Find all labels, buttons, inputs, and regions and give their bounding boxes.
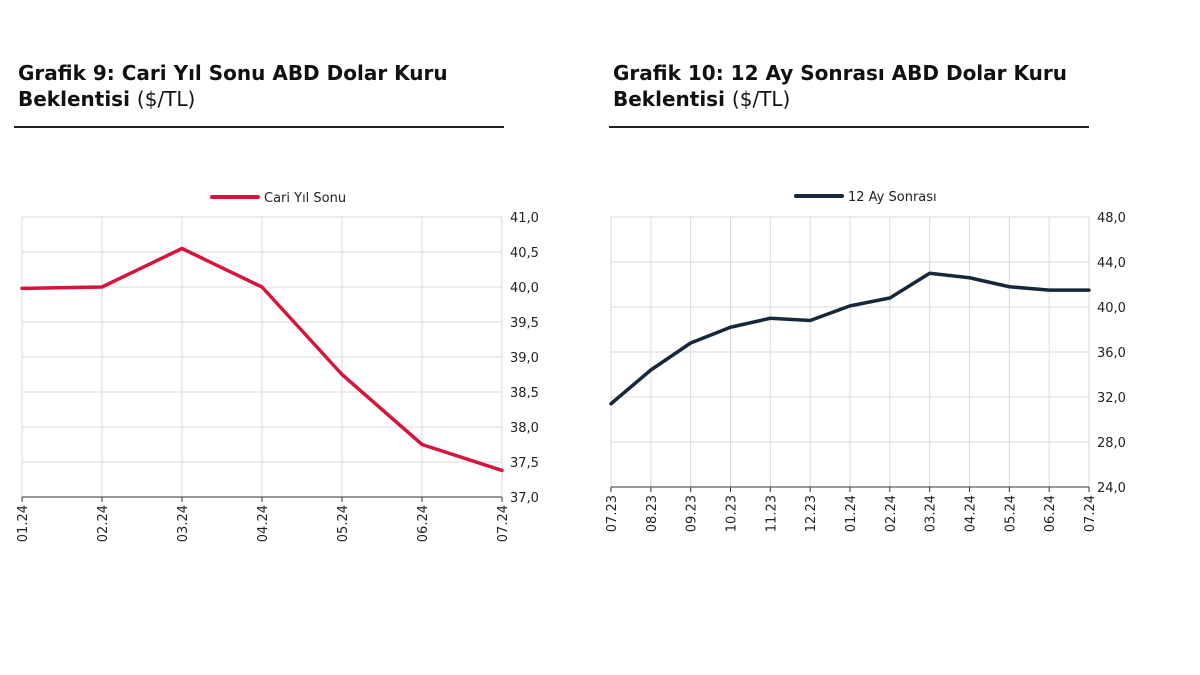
chart-9-y-tick-label: 41,0 [510, 211, 539, 226]
chart-10-y-tick-label: 28,0 [1097, 436, 1126, 451]
chart-10-x-tick-label: 04.24 [964, 495, 979, 532]
chart-9-y-tick-label: 40,0 [510, 281, 539, 296]
chart-10-title-text: Grafik 10: 12 Ay Sonrası ABD Dolar Kuru … [613, 61, 1067, 111]
chart-9-y-tick-label: 39,5 [510, 316, 539, 331]
chart-9-y-tick-label: 38,0 [510, 421, 539, 436]
chart-10-plot: 24,0 28,0 32,0 36,0 40,0 44,0 48,0 07.23 08.23 09… [605, 190, 1126, 532]
chart-9-y-tick-label: 37,0 [510, 491, 539, 506]
chart-10-x-tick-label: 06.24 [1043, 495, 1058, 532]
chart-9-title-rule [14, 126, 504, 128]
chart-9-y-tick-label: 39,0 [510, 351, 539, 366]
chart-10-legend-label: 12 Ay Sonrası [848, 190, 937, 205]
chart-10-x-tick-label: 02.24 [884, 495, 899, 532]
chart-10-x-tick-label: 12.23 [804, 495, 819, 532]
chart-9-y-tick-label: 38,5 [510, 386, 539, 401]
chart-10-x-tick-label: 08.23 [645, 495, 660, 532]
chart-10-x-tick-label: 03.24 [924, 495, 939, 532]
chart-10-x-tick-label: 10.23 [725, 495, 740, 532]
chart-10-y-tick-label: 48,0 [1097, 211, 1126, 226]
chart-9-x-tick-label: 03.24 [176, 505, 191, 542]
chart-9-y-tick-label: 37,5 [510, 456, 539, 471]
chart-10-y-tick-label: 32,0 [1097, 391, 1126, 406]
chart-9-title-text: Grafik 9: Cari Yıl Sonu ABD Dolar Kuru B… [18, 61, 448, 111]
chart-9-title-unit: ($/TL) [136, 87, 196, 111]
chart-10-x-tick-label: 11.23 [764, 495, 779, 532]
chart-9-x-tick-label: 07.24 [496, 505, 511, 542]
chart-9-title: Grafik 9: Cari Yıl Sonu ABD Dolar Kuru B… [18, 60, 488, 112]
chart-9-legend-label: Cari Yıl Sonu [264, 191, 346, 206]
chart-9-x-tick-label: 02.24 [96, 505, 111, 542]
chart-10-x-tick-label: 07.23 [605, 495, 620, 532]
chart-10-y-tick-label: 36,0 [1097, 346, 1126, 361]
chart-10-y-tick-label: 44,0 [1097, 256, 1126, 271]
chart-10-x-tick-label: 09.23 [685, 495, 700, 532]
chart-10-y-tick-label: 24,0 [1097, 481, 1126, 496]
chart-9-x-tick-label: 05.24 [336, 505, 351, 542]
chart-9-x-tick-label: 04.24 [256, 505, 271, 542]
chart-10-y-tick-label: 40,0 [1097, 301, 1126, 316]
chart-10-title-rule [609, 126, 1089, 128]
chart-9-x-tick-label: 01.24 [16, 505, 31, 542]
chart-10: Grafik 10: 12 Ay Sonrası ABD Dolar Kuru … [605, 60, 1126, 580]
chart-10-title-unit: ($/TL) [731, 87, 791, 111]
chart-10-x-tick-label: 05.24 [1003, 495, 1018, 532]
chart-9-y-tick-label: 40,5 [510, 246, 539, 261]
chart-10-title: Grafik 10: 12 Ay Sonrası ABD Dolar Kuru … [613, 60, 1088, 112]
chart-10-x-tick-label: 01.24 [844, 495, 859, 532]
chart-9-x-tick-label: 06.24 [416, 505, 431, 542]
chart-10-x-tick-label: 07.24 [1083, 495, 1098, 532]
chart-9: Grafik 9: Cari Yıl Sonu ABD Dolar Kuru B… [14, 60, 539, 580]
chart-9-plot: 37,0 37,5 38,0 38,5 39,0 39,5 40,0 40,5 41,0 01.2… [16, 191, 539, 542]
